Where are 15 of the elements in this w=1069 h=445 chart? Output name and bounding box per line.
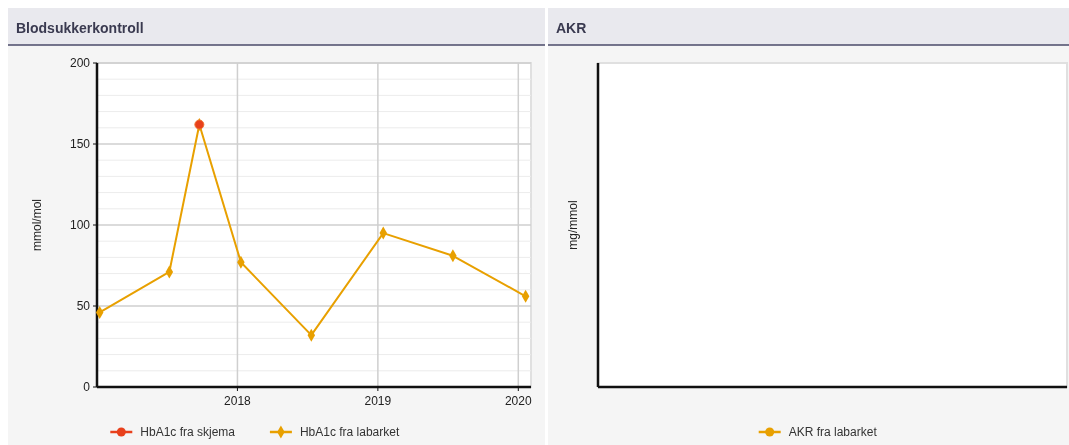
x-tick-label: 2019 (364, 394, 392, 408)
y-tick-label: 100 (69, 218, 91, 233)
text: mg/mmol (566, 200, 580, 250)
y-axis-title: mmol/mol (30, 198, 44, 252)
legend-label: AKR fra labarket (788, 425, 878, 440)
chart-title: Blodsukkerkontroll (16, 20, 144, 36)
text: AKR (556, 20, 587, 36)
y-tick-label: 50 (76, 299, 91, 314)
y-tick-label: 200 (69, 56, 91, 71)
x-tick-label: 2020 (504, 394, 532, 408)
legend-label: HbA1c fra skjema (140, 425, 236, 440)
legend-label: HbA1c fra labarket (299, 425, 400, 440)
x-tick-label: 2018 (224, 394, 252, 408)
y-tick-label: 150 (69, 137, 91, 152)
y-tick-label: 0 (83, 380, 91, 395)
